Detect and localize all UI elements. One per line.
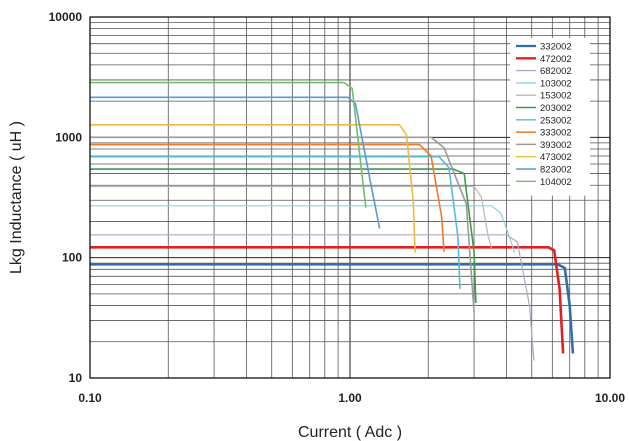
legend-label-104002: 104002 (540, 177, 572, 188)
y-axis-title: Lkg Inductance ( uH ) (8, 121, 25, 274)
series-line-253002 (90, 155, 461, 289)
legend-label-473002: 473002 (540, 152, 572, 163)
series-line-203002 (90, 168, 477, 304)
legend-label-103002: 103002 (540, 78, 572, 89)
y-tick-label: 10 (69, 371, 83, 385)
series-layer (90, 81, 575, 361)
x-tick-label: 10.00 (595, 391, 625, 405)
x-tick-label: 0.10 (78, 391, 102, 405)
legend-label-332002: 332002 (540, 42, 572, 53)
series-line-103002 (90, 205, 516, 253)
legend-label-393002: 393002 (540, 140, 572, 151)
plot-frame (89, 16, 611, 379)
series-line-104002 (90, 81, 367, 208)
x-tick-label: 1.00 (338, 391, 362, 405)
legend-label-153002: 153002 (540, 91, 572, 102)
legend-label-472002: 472002 (540, 54, 572, 65)
series-line-332002 (90, 263, 575, 354)
series-line-472002 (90, 246, 565, 354)
series-line-153002 (90, 185, 493, 249)
series-line-823002 (90, 96, 381, 229)
x-tick-labels: 0.10 1.00 10.00 (78, 391, 625, 405)
series-line-682002 (90, 234, 535, 361)
series-line-393002 (90, 136, 475, 313)
legend-label-333002: 333002 (540, 128, 572, 139)
legend-label-253002: 253002 (540, 115, 572, 126)
series-line-473002 (90, 124, 416, 253)
series-line-333002 (90, 143, 445, 252)
legend-label-823002: 823002 (540, 165, 572, 176)
y-tick-label: 1000 (55, 130, 82, 144)
legend-label-203002: 203002 (540, 103, 572, 114)
y-tick-label: 100 (62, 251, 82, 265)
y-tick-label: 10000 (49, 10, 83, 24)
y-tick-labels: 10 100 1000 10000 (49, 10, 83, 385)
x-axis-title: Current ( Adc ) (298, 424, 402, 441)
legend-label-682002: 682002 (540, 66, 572, 77)
